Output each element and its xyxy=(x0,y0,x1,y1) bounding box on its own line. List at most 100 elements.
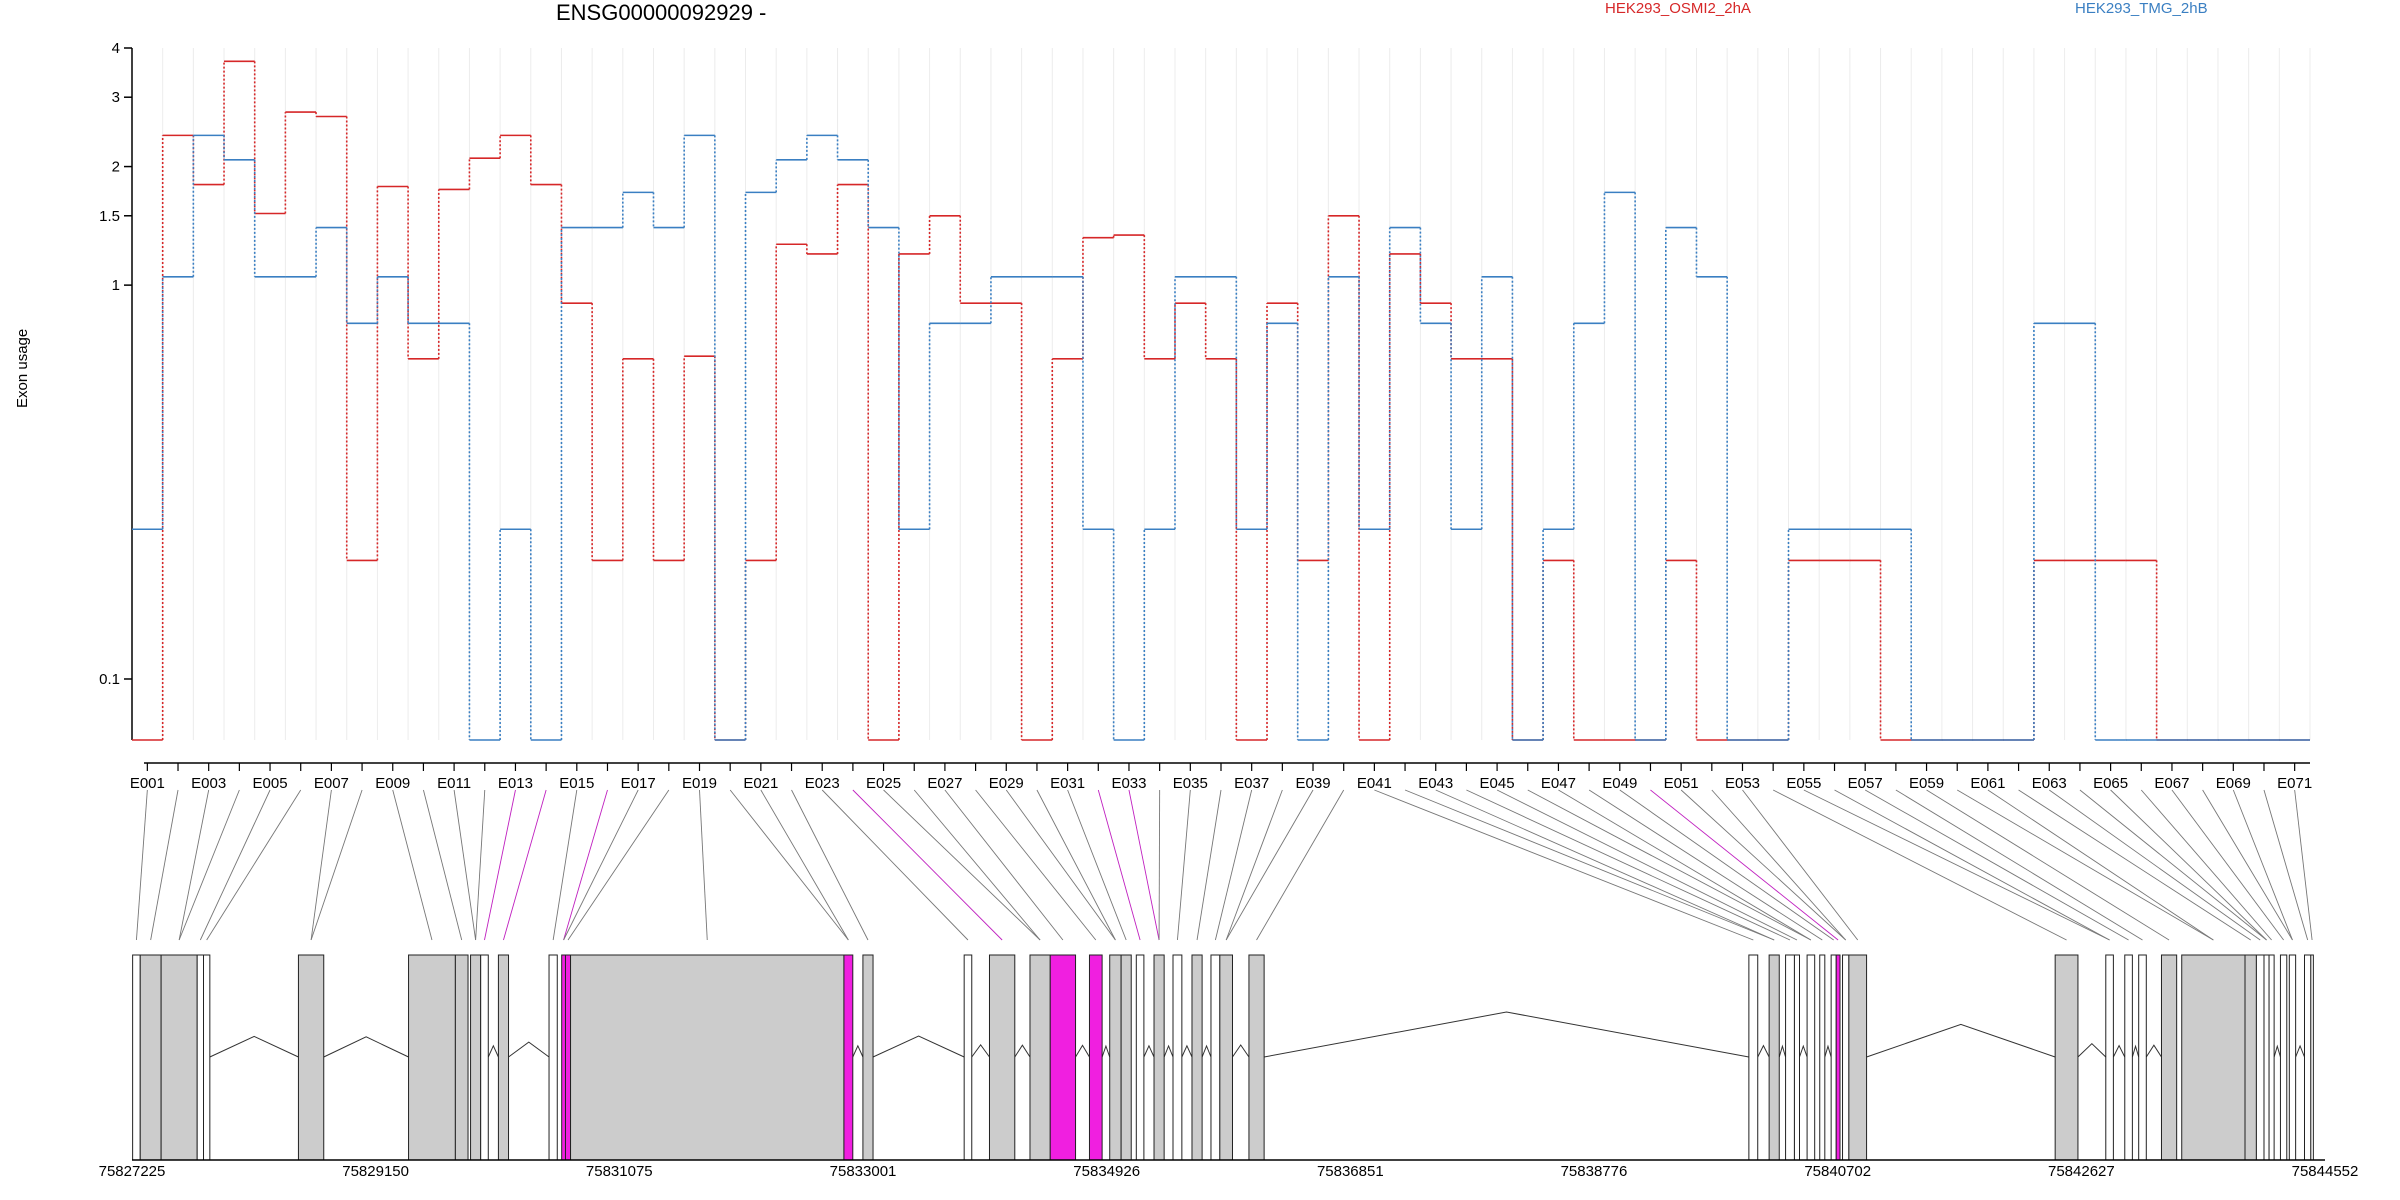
exon-box xyxy=(1210,954,1221,1161)
exon-box xyxy=(1109,954,1122,1161)
intron xyxy=(1824,1044,1832,1058)
exon-box xyxy=(2105,954,2114,1161)
connector-E021 xyxy=(760,789,849,941)
x-tick-label: E025 xyxy=(866,775,901,792)
exon-box xyxy=(160,954,198,1161)
connector-E002 xyxy=(150,789,179,941)
y-tick-label: 4 xyxy=(112,40,120,57)
exon-box xyxy=(454,954,469,1161)
connector-E065 xyxy=(2110,789,2267,941)
exon-box xyxy=(1842,954,1850,1161)
exon-box xyxy=(1748,954,1759,1161)
x-tick-label: E027 xyxy=(927,775,962,792)
exon-box xyxy=(1088,954,1103,1161)
intron xyxy=(1799,1044,1808,1058)
y-axis: 0.1 1 1.5 2 3 4 xyxy=(99,40,133,740)
y-axis-title: Exon usage xyxy=(14,328,31,408)
connector-E016 xyxy=(563,789,608,941)
connector-E010 xyxy=(422,789,463,941)
exon-box xyxy=(843,954,854,1161)
x-tick-label: E057 xyxy=(1848,775,1883,792)
connector-E027 xyxy=(944,789,1064,941)
exon-box xyxy=(1835,954,1841,1161)
connector-E046 xyxy=(1527,789,1812,941)
connector-E023 xyxy=(821,789,969,941)
y-tick-label: 3 xyxy=(112,89,120,106)
connector-E054 xyxy=(1772,789,2067,941)
intron xyxy=(1264,1011,1749,1058)
intron xyxy=(2295,1044,2305,1058)
intron xyxy=(1163,1044,1174,1058)
connector-E055 xyxy=(1803,789,2110,941)
exon-box xyxy=(1153,954,1165,1161)
connector-E066 xyxy=(2140,789,2272,941)
connector-E031 xyxy=(1067,789,1127,941)
x-tick-label: E049 xyxy=(1602,775,1637,792)
exon-box xyxy=(2279,954,2288,1161)
x-tick-label: E019 xyxy=(682,775,717,792)
exon-box xyxy=(139,954,162,1161)
intron xyxy=(2145,1044,2162,1058)
legend-series-2: HEK293_TMG_2hB xyxy=(2075,0,2208,17)
exon-box xyxy=(2310,954,2314,1161)
exon-box xyxy=(408,954,456,1161)
exon-box xyxy=(1819,954,1826,1161)
exon-box xyxy=(497,954,510,1161)
x-tick-label: E031 xyxy=(1050,775,1085,792)
exon-box xyxy=(1219,954,1233,1161)
x-tick-label: E061 xyxy=(1970,775,2005,792)
connector-E018 xyxy=(567,789,670,941)
connector-E039 xyxy=(1225,789,1314,941)
y-tick-label: 1 xyxy=(112,277,120,294)
x-tick-label: E053 xyxy=(1725,775,1760,792)
connector-E050 xyxy=(1650,789,1839,941)
coord-tick-label: 75829150 xyxy=(342,1163,409,1180)
connector-E035 xyxy=(1176,789,1191,941)
connector-E001 xyxy=(135,789,148,941)
genomic-coordinate-axis: 75827225 75829150 75831075 75833001 75834926… xyxy=(99,1159,2358,1180)
connector-E048 xyxy=(1588,789,1823,941)
x-tick-label: E071 xyxy=(2277,775,2312,792)
connector-E006 xyxy=(206,789,302,941)
connector-E047 xyxy=(1558,789,1812,941)
grid-lines xyxy=(131,48,2311,740)
exon-box xyxy=(2303,954,2312,1161)
connector-E003 xyxy=(178,789,210,941)
x-tick-label: E017 xyxy=(621,775,656,792)
connector-E036 xyxy=(1196,789,1222,941)
exon-box xyxy=(1029,954,1051,1161)
connector-E062 xyxy=(2018,789,2251,941)
exon-box xyxy=(1793,954,1801,1161)
exon-box xyxy=(561,954,566,1161)
legend-series-1: HEK293_OSMI2_2hA xyxy=(1605,0,1751,17)
intron xyxy=(1232,1044,1250,1058)
connector-E063 xyxy=(2048,789,2261,941)
intron xyxy=(852,1044,864,1058)
connector-E064 xyxy=(2079,789,2267,941)
x-tick-label: E011 xyxy=(437,775,471,792)
connector-E022 xyxy=(791,789,869,941)
x-tick-label: E043 xyxy=(1418,775,1453,792)
intron xyxy=(508,1041,550,1058)
x-tick-label: E023 xyxy=(805,775,840,792)
coord-tick-label: 75827225 xyxy=(99,1163,166,1180)
x-tick-label: E051 xyxy=(1664,775,1699,792)
series-2 xyxy=(132,134,2310,741)
connector-E019 xyxy=(699,789,708,941)
connector-E041 xyxy=(1374,789,1754,941)
chart-title: ENSG00000092929 - xyxy=(556,0,767,25)
connector-E061 xyxy=(1987,789,2214,941)
x-tick-label: E021 xyxy=(743,775,778,792)
exon-box xyxy=(132,954,141,1161)
exon-box xyxy=(2288,954,2297,1161)
connector-E051 xyxy=(1680,789,1846,941)
exon-box xyxy=(862,954,874,1161)
x-tick-label: E067 xyxy=(2154,775,2189,792)
connector-E028 xyxy=(975,789,1097,941)
series-layer xyxy=(132,60,2310,741)
x-tick-label: E007 xyxy=(314,775,349,792)
exon-box xyxy=(297,954,325,1161)
x-tick-label: E035 xyxy=(1173,775,1208,792)
intron xyxy=(209,1035,299,1058)
